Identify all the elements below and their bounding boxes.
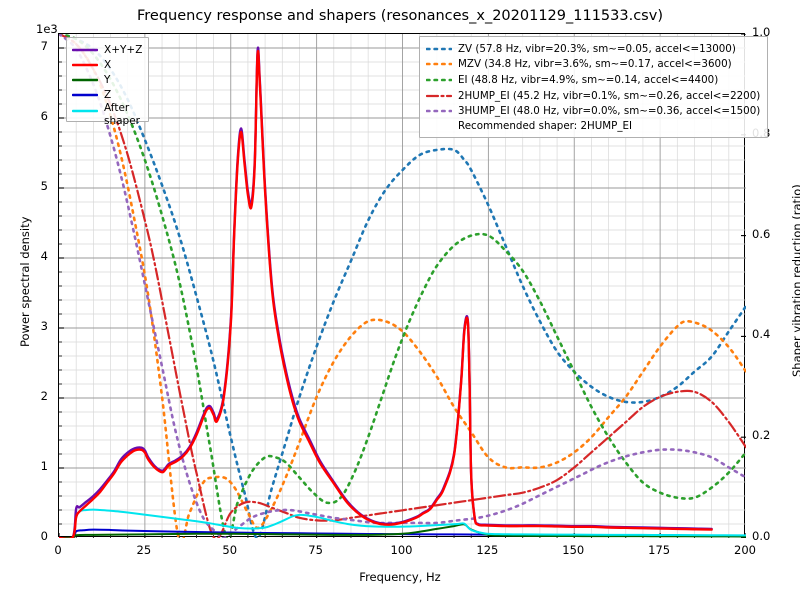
x-tick-label: 0 <box>54 543 62 557</box>
legend-item-label: EI (48.8 Hz, vibr=4.9%, sm~=0.14, accel<… <box>458 73 719 86</box>
legend-line-icon <box>426 94 452 97</box>
chart-title: Frequency response and shapers (resonanc… <box>137 8 663 24</box>
y2-tick-label: 0.2 <box>752 428 771 443</box>
x-tick-label: 25 <box>136 543 152 557</box>
legend-item: X+Y+Z <box>72 42 142 57</box>
legend-item-label: 3HUMP_EI (48.0 Hz, vibr=0.0%, sm~=0.36, … <box>458 105 761 118</box>
legend-item: 3HUMP_EI (48.0 Hz, vibr=0.0%, sm~=0.36, … <box>426 103 760 119</box>
y2-tick-label: 0.0 <box>752 529 771 543</box>
series-2hump-ei <box>59 34 746 538</box>
recommended-shaper-note: Recommended shaper: 2HUMP_EI <box>458 119 633 132</box>
legend-line-icon <box>426 109 452 113</box>
y-axis-exponent-label: 1e3 <box>36 22 58 36</box>
y-tick-label: 6 <box>40 109 48 123</box>
legend-item-label: 2HUMP_EI (45.2 Hz, vibr=0.1%, sm~=0.26, … <box>458 89 761 102</box>
x-tick-label: 75 <box>308 543 323 557</box>
legend-item-label: ZV (57.8 Hz, vibr=20.3%, sm~=0.05, accel… <box>458 42 736 55</box>
legend-line-icon <box>426 63 452 66</box>
y-tick-label: 1 <box>40 459 48 473</box>
legend-item-label: After shaper <box>104 102 141 127</box>
shaper-legend: ZV (57.8 Hz, vibr=20.3%, sm~=0.05, accel… <box>419 36 769 138</box>
legend-line-icon <box>72 78 98 81</box>
legend-line-icon <box>72 109 98 113</box>
legend-item-label: MZV (34.8 Hz, vibr=3.6%, sm~=0.17, accel… <box>458 58 732 71</box>
x-axis-label: Frequency, Hz <box>359 570 441 584</box>
y-tick-label: 0 <box>40 529 48 543</box>
legend-item: EI (48.8 Hz, vibr=4.9%, sm~=0.14, accel<… <box>426 72 760 88</box>
legend-line-icon <box>72 93 98 96</box>
x-tick-label: 150 <box>562 543 585 557</box>
x-tick-label: 50 <box>222 543 238 557</box>
data-layer <box>59 34 746 538</box>
legend-line-icon <box>426 78 452 82</box>
legend-item: 2HUMP_EI (45.2 Hz, vibr=0.1%, sm~=0.26, … <box>426 88 760 104</box>
y2-tick-label: 0.6 <box>752 226 771 241</box>
legend-item-label: X+Y+Z <box>104 43 143 56</box>
x-tick-label: 100 <box>390 543 413 557</box>
x-tick-label: 200 <box>734 543 756 557</box>
x-tick-label: 175 <box>648 543 671 557</box>
series-mzv <box>59 34 746 538</box>
y-tick-label: 4 <box>40 249 48 263</box>
series-x <box>59 50 713 538</box>
series-ei <box>59 34 746 538</box>
series-zv <box>59 34 746 538</box>
legend-item: X <box>72 57 142 72</box>
y2-axis-label: Shaper vibration reduction (ratio) <box>790 184 800 377</box>
series-y <box>59 523 746 538</box>
y2-tick-label: 0.4 <box>752 327 771 342</box>
psd-legend: X+Y+Z X Y Z After shaper <box>66 37 150 127</box>
legend-line-icon <box>426 47 452 51</box>
series-after-shaper <box>59 508 746 538</box>
y2-tick-label: 1.0 <box>752 25 771 39</box>
y-tick-label: 2 <box>40 389 48 403</box>
legend-item: After shaper <box>72 102 142 127</box>
legend-item: MZV (34.8 Hz, vibr=3.6%, sm~=0.17, accel… <box>426 57 760 73</box>
y-axis-label: Power spectral density <box>18 216 32 347</box>
x-tick-label: 125 <box>476 543 499 557</box>
legend-line-icon <box>72 48 98 51</box>
y-tick-label: 3 <box>40 319 48 333</box>
legend-item: Z <box>72 87 142 102</box>
legend-item: Y <box>72 72 142 87</box>
legend-item-label: Y <box>104 73 111 86</box>
legend-line-icon <box>72 63 98 66</box>
legend-item-label: X <box>104 58 112 71</box>
legend-item-label: Z <box>104 88 112 101</box>
legend-item: ZV (57.8 Hz, vibr=20.3%, sm~=0.05, accel… <box>426 41 760 57</box>
y-tick-label: 7 <box>40 39 48 53</box>
y-tick-label: 5 <box>40 179 48 193</box>
series-3hump-ei <box>59 34 746 538</box>
